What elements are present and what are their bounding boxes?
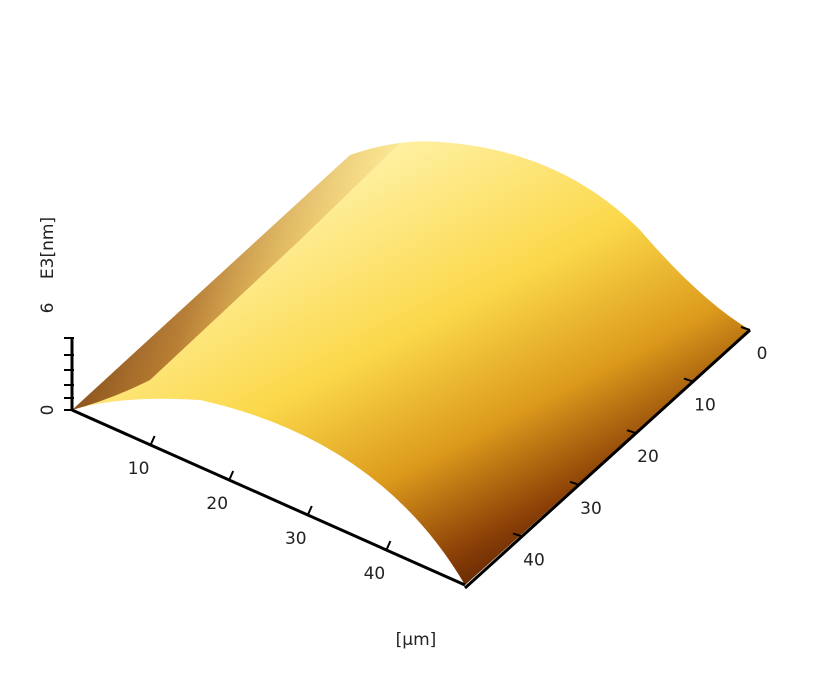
x-axis-label: [µm] bbox=[396, 630, 437, 650]
surface bbox=[72, 141, 750, 585]
y-tick bbox=[740, 326, 751, 331]
y-tick bbox=[683, 377, 694, 383]
x-tick-label: 20 bbox=[206, 494, 228, 514]
y-tick-label: 0 bbox=[757, 344, 768, 364]
x-tick-label: 30 bbox=[285, 529, 307, 549]
y-tick bbox=[626, 429, 637, 435]
x-axis bbox=[71, 408, 466, 587]
x-tick bbox=[149, 435, 156, 446]
x-tick-label: 40 bbox=[364, 564, 386, 584]
y-tick-label: 10 bbox=[694, 396, 716, 416]
z-tick-label: 0 bbox=[38, 405, 58, 416]
x-tick bbox=[385, 540, 392, 551]
y-axis bbox=[463, 328, 752, 590]
x-tick bbox=[306, 505, 313, 516]
surface-shade bbox=[72, 143, 400, 410]
x-tick bbox=[228, 470, 235, 481]
z-tick-label: 6 bbox=[38, 303, 58, 314]
y-tick bbox=[512, 532, 523, 538]
z-axis-label: E3[nm] bbox=[38, 217, 58, 279]
y-tick-label: 40 bbox=[523, 550, 545, 570]
y-tick-label: 30 bbox=[580, 499, 602, 519]
x-tick-label: 10 bbox=[128, 459, 150, 479]
y-tick bbox=[569, 480, 580, 486]
y-tick-label: 20 bbox=[637, 447, 659, 467]
